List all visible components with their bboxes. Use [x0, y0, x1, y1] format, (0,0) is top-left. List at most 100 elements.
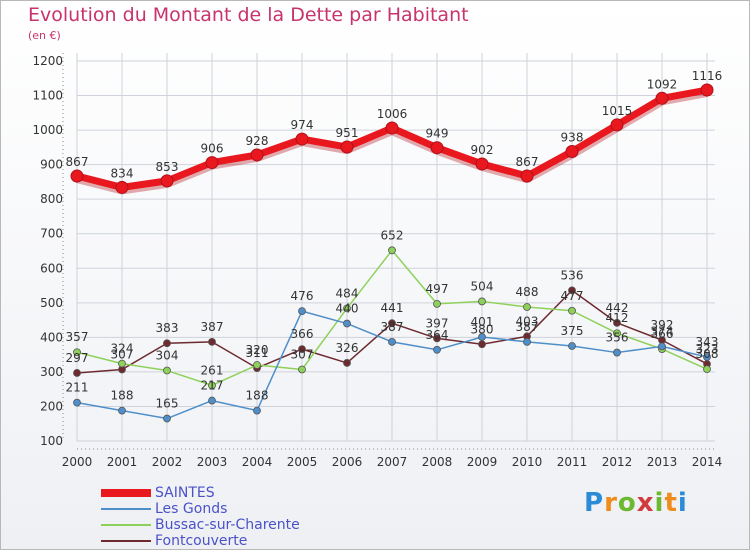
data-label: 949: [426, 127, 449, 141]
data-point: [475, 157, 489, 171]
data-label: 867: [66, 155, 89, 169]
data-label: 366: [291, 327, 314, 341]
data-label: 387: [516, 320, 539, 334]
chart-title: Evolution du Montant de la Dette par Hab…: [28, 4, 469, 26]
data-point: [523, 337, 531, 346]
legend-swatch: [101, 524, 151, 526]
data-point: [70, 169, 84, 183]
data-label: 357: [66, 330, 89, 344]
data-label: 324: [111, 342, 134, 356]
y-tick-label: 1200: [32, 54, 63, 68]
data-label: 364: [426, 328, 449, 342]
y-tick-label: 100: [40, 434, 63, 448]
legend-item: Les Gonds: [101, 501, 300, 517]
x-tick-label: 2008: [422, 455, 453, 469]
data-label: 375: [561, 324, 584, 338]
data-point: [568, 306, 576, 315]
y-tick-label: 700: [40, 227, 63, 241]
data-point: [343, 304, 351, 313]
data-point: [478, 297, 486, 306]
data-point: [610, 118, 624, 132]
x-tick-label: 2000: [62, 455, 93, 469]
data-label: 403: [516, 314, 539, 328]
x-tick-label: 2014: [692, 455, 723, 469]
data-label: 311: [246, 346, 269, 360]
data-point: [568, 286, 576, 295]
data-point: [73, 348, 81, 357]
legend-item: Bussac-sur-Charente: [101, 517, 300, 533]
x-tick-label: 2004: [242, 455, 273, 469]
data-point: [118, 406, 126, 415]
data-label: 536: [561, 268, 584, 282]
x-tick-label: 2002: [152, 455, 183, 469]
data-point: [160, 174, 174, 188]
data-point: [343, 359, 351, 367]
x-tick-label: 2011: [557, 455, 588, 469]
data-point: [298, 365, 306, 374]
data-label: 356: [606, 331, 629, 345]
legend: SAINTES Les Gonds Bussac-sur-Charente Fontc…: [101, 485, 300, 549]
data-point: [343, 319, 351, 328]
x-tick-label: 2010: [512, 455, 543, 469]
data-point: [613, 348, 621, 357]
data-point: [205, 156, 219, 170]
data-point: [433, 334, 441, 343]
legend-label: SAINTES: [155, 485, 215, 501]
data-point: [163, 339, 171, 348]
data-label: 867: [516, 155, 539, 169]
data-label: 217: [201, 379, 224, 393]
y-tick-label: 1100: [32, 89, 63, 103]
data-point: [250, 148, 264, 162]
data-label: 488: [516, 285, 539, 299]
legend-label: Bussac-sur-Charente: [155, 517, 300, 533]
data-label: 374: [651, 324, 674, 338]
data-label: 853: [156, 160, 179, 174]
data-label: 308: [696, 347, 719, 361]
data-point: [703, 353, 711, 361]
data-label: 442: [606, 301, 629, 315]
x-tick-label: 2007: [377, 455, 408, 469]
data-point: [208, 396, 216, 405]
data-label: 504: [471, 279, 494, 293]
legend-swatch: [101, 508, 151, 510]
data-label: 323: [696, 342, 719, 356]
data-label: 484: [336, 286, 359, 300]
data-point: [655, 91, 669, 105]
data-label: 188: [111, 389, 134, 403]
data-point: [163, 414, 171, 423]
data-label: 1015: [602, 104, 633, 118]
data-point: [478, 340, 486, 349]
data-label: 1116: [692, 69, 723, 83]
y-tick-label: 1000: [32, 123, 63, 137]
data-point: [430, 141, 444, 155]
data-label: 441: [381, 301, 404, 315]
legend-item: Fontcouverte: [101, 533, 300, 549]
proxiti-logo: Proxiti: [584, 488, 688, 518]
legend-label: Les Gonds: [155, 501, 228, 517]
x-tick-label: 2013: [647, 455, 678, 469]
data-label: 397: [426, 316, 449, 330]
data-label: 165: [156, 397, 179, 411]
data-point: [658, 342, 666, 351]
data-label: 366: [651, 327, 674, 341]
data-point: [163, 366, 171, 375]
y-tick-label: 600: [40, 261, 63, 275]
data-label: 928: [246, 134, 269, 148]
data-point: [385, 121, 399, 135]
data-label: 1006: [377, 107, 408, 121]
data-point: [73, 398, 81, 407]
data-label: 652: [381, 228, 404, 242]
data-label: 380: [471, 322, 494, 336]
data-label: 497: [426, 282, 449, 296]
data-label: 326: [336, 341, 359, 355]
data-label: 906: [201, 142, 224, 156]
data-point: [523, 303, 531, 311]
data-label: 401: [471, 315, 494, 329]
data-label: 902: [471, 143, 494, 157]
x-tick-label: 2005: [287, 455, 318, 469]
data-point: [433, 299, 441, 308]
data-point: [613, 329, 621, 338]
x-tick-label: 2006: [332, 455, 363, 469]
y-tick-label: 900: [40, 158, 63, 172]
